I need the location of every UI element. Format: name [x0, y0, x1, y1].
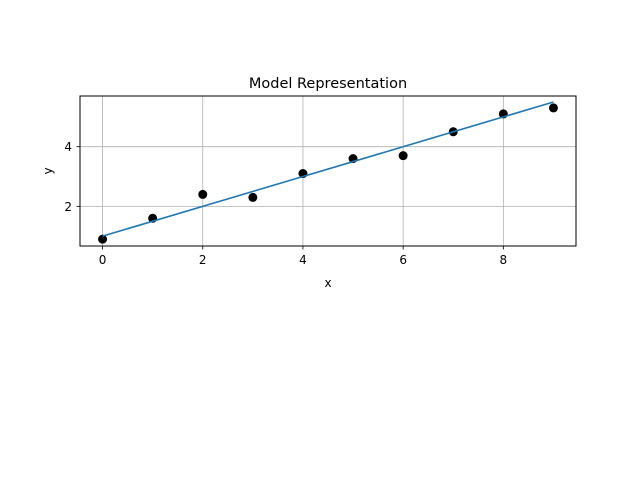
x-tick-label: 2 [199, 253, 207, 267]
data-point [248, 192, 258, 202]
tick-layer: 0 2 4 6 8 2 4 [64, 140, 507, 267]
y-tick-label: 4 [64, 140, 72, 154]
data-layer [98, 101, 558, 244]
chart-title: Model Representation [249, 76, 407, 92]
y-tick-label: 2 [64, 200, 72, 214]
axes-frame [79, 95, 577, 247]
data-point [98, 234, 108, 244]
x-axis-label: x [324, 276, 331, 290]
grid-layer [80, 96, 576, 246]
y-axis-label: y [41, 167, 55, 174]
data-point [198, 189, 208, 199]
data-point [548, 103, 558, 113]
x-tick-label: 4 [299, 253, 307, 267]
x-tick-label: 6 [399, 253, 407, 267]
fit-line [102, 101, 554, 237]
x-tick-label: 0 [99, 253, 107, 267]
x-tick-label: 8 [500, 253, 508, 267]
data-point [398, 151, 408, 161]
